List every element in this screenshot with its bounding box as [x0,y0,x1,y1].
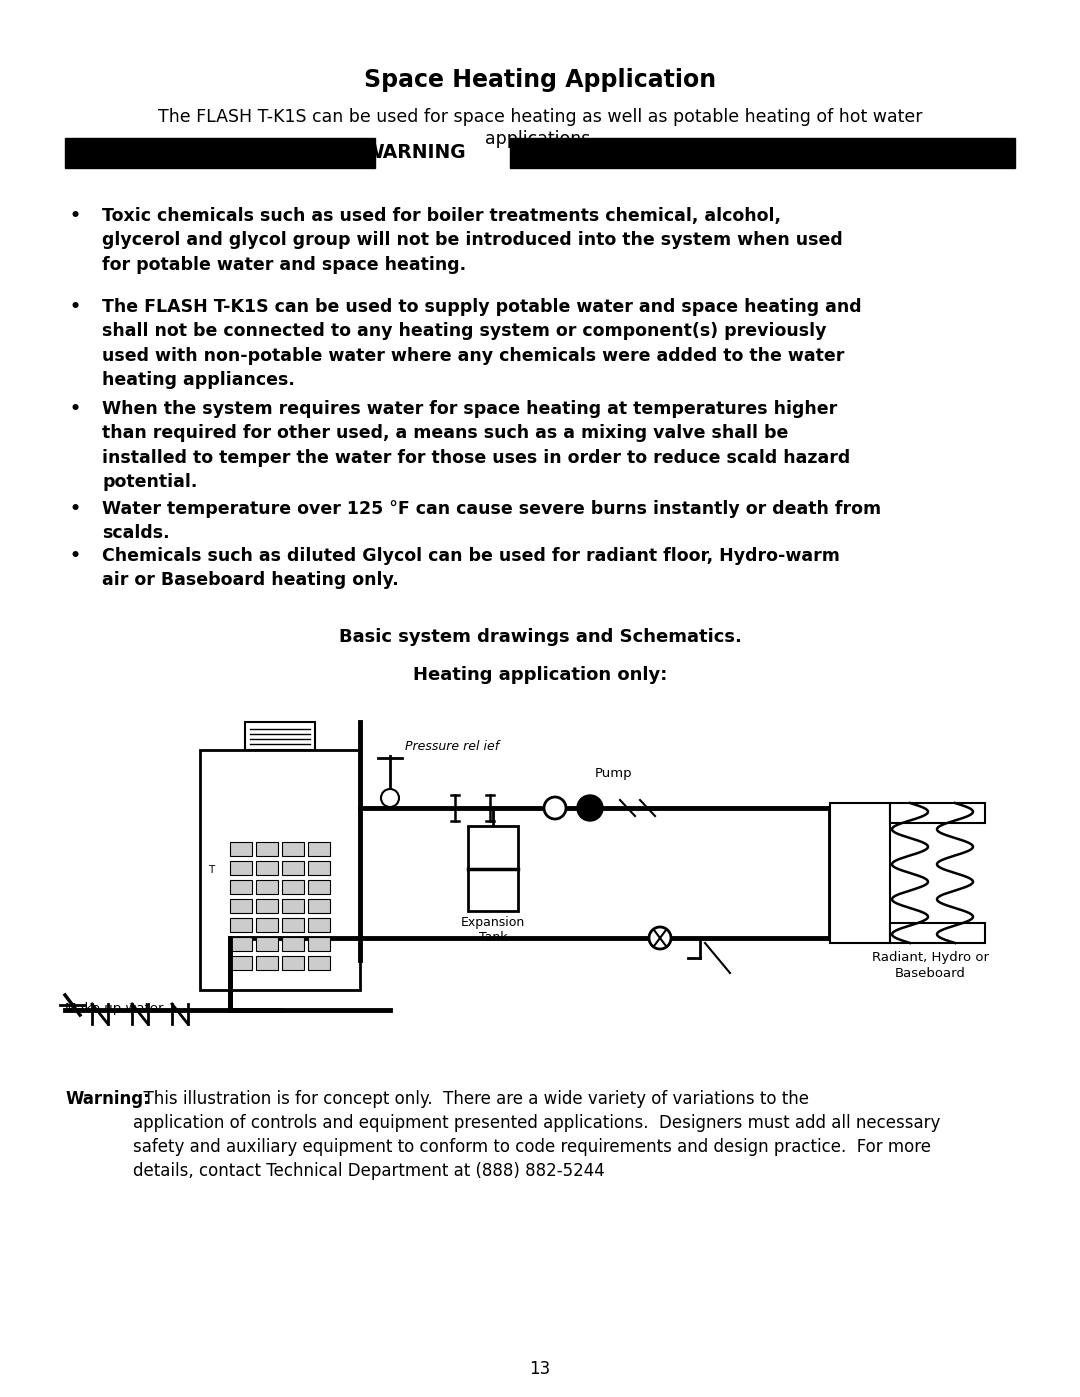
Text: Make up water: Make up water [65,1002,163,1016]
Bar [230,880,252,894]
Bar [230,842,252,856]
Text: Heating application only:: Heating application only: [413,666,667,685]
Bar [245,722,315,750]
Bar [308,880,330,894]
Bar [468,826,518,911]
Bar [890,923,985,943]
Bar [256,880,278,894]
Text: Pressure rel ief: Pressure rel ief [405,740,499,753]
Bar [256,937,278,951]
Text: •: • [69,548,81,564]
Bar [256,900,278,914]
Bar [510,138,1015,168]
Circle shape [577,795,603,821]
Bar [230,861,252,875]
Bar [308,918,330,932]
Text: T: T [208,865,214,875]
Text: Radiant, Hydro or: Radiant, Hydro or [872,951,988,964]
Text: •: • [69,400,81,418]
Text: This illustration is for concept only.  There are a wide variety of variations t: This illustration is for concept only. T… [133,1090,941,1179]
Bar [308,937,330,951]
Bar [256,861,278,875]
Bar [308,861,330,875]
Text: Baseboard: Baseboard [894,967,966,981]
Bar [282,880,303,894]
Text: WARNING: WARNING [364,144,467,162]
Bar [256,956,278,970]
Bar [308,900,330,914]
Text: Water temperature over 125 °F can cause severe burns instantly or death from
sca: Water temperature over 125 °F can cause … [102,500,881,542]
Bar [65,138,375,168]
Text: Tank: Tank [478,930,508,944]
Text: Expansion: Expansion [461,916,525,929]
Text: The FLASH T-K1S can be used for space heating as well as potable heating of hot : The FLASH T-K1S can be used for space he… [158,108,922,126]
Text: •: • [69,500,81,518]
Text: Basic system drawings and Schematics.: Basic system drawings and Schematics. [338,629,742,645]
Bar [256,842,278,856]
Text: •: • [69,298,81,316]
Text: Pump: Pump [595,767,633,780]
Bar [282,842,303,856]
Bar [200,750,360,990]
Bar [831,803,890,943]
Text: •: • [69,207,81,225]
Bar [282,900,303,914]
Bar [282,861,303,875]
Bar [230,900,252,914]
Bar [230,956,252,970]
Bar [308,956,330,970]
Text: Space Heating Application: Space Heating Application [364,68,716,92]
Circle shape [649,928,671,949]
Bar [256,918,278,932]
Circle shape [544,798,566,819]
Text: Warning:: Warning: [65,1090,150,1108]
Text: applications.: applications. [485,130,595,148]
Text: 13: 13 [529,1361,551,1377]
Circle shape [381,789,399,807]
Bar [282,918,303,932]
Bar [890,803,985,823]
Bar [308,842,330,856]
Bar [282,956,303,970]
Text: Toxic chemicals such as used for boiler treatments chemical, alcohol,
glycerol a: Toxic chemicals such as used for boiler … [102,207,842,274]
Bar [230,937,252,951]
Bar [282,937,303,951]
Text: When the system requires water for space heating at temperatures higher
than req: When the system requires water for space… [102,400,850,490]
Text: Chemicals such as diluted Glycol can be used for radiant floor, Hydro-warm
air o: Chemicals such as diluted Glycol can be … [102,548,840,590]
Text: The FLASH T-K1S can be used to supply potable water and space heating and
shall : The FLASH T-K1S can be used to supply po… [102,298,862,388]
Bar [230,918,252,932]
